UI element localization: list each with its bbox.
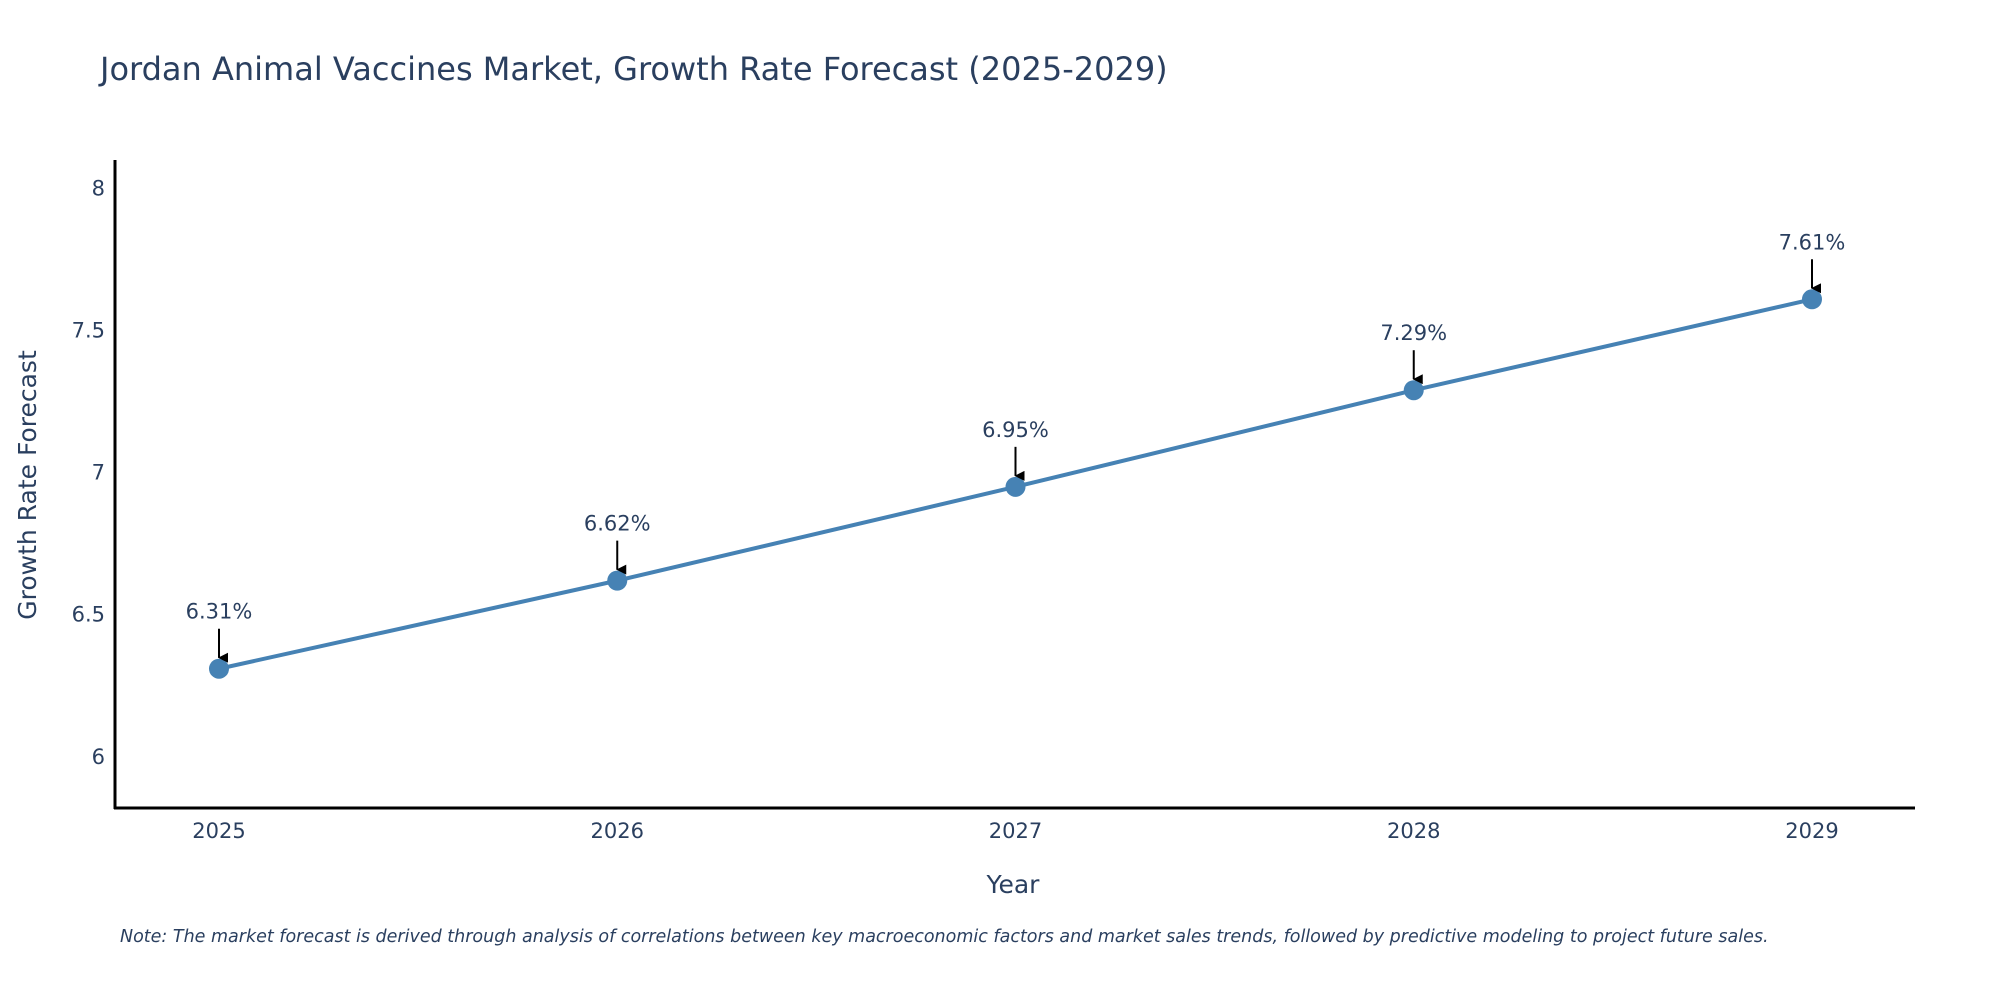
x-tick-label: 2029: [1785, 819, 1838, 843]
y-tick-label: 6.5: [72, 603, 105, 627]
x-tick-label: 2027: [989, 819, 1042, 843]
data-annotations: 6.31% 6.62% 6.95% 7.29% 7.61%: [186, 230, 1846, 663]
y-tick-label: 8: [92, 176, 105, 200]
data-label: 6.31%: [186, 600, 253, 624]
x-tick-label: 2026: [591, 819, 644, 843]
y-axis: 6 6.5 7 7.5 8: [72, 160, 117, 809]
y-axis-title: Growth Rate Forecast: [13, 350, 42, 620]
chart-title: Jordan Animal Vaccines Market, Growth Ra…: [98, 50, 1168, 88]
data-point: [607, 570, 628, 591]
data-label: 6.62%: [584, 512, 651, 536]
data-label: 7.29%: [1380, 321, 1447, 345]
data-label: 7.61%: [1779, 230, 1846, 254]
x-axis-title: Year: [986, 870, 1041, 899]
y-tick-label: 7: [92, 461, 105, 485]
y-tick-label: 7.5: [72, 319, 105, 343]
data-point: [209, 658, 229, 679]
x-axis: 2025 2026 2027 2028 2029: [114, 806, 1915, 843]
data-point: [1005, 476, 1026, 497]
data-label: 6.95%: [982, 418, 1049, 442]
x-tick-label: 2025: [192, 819, 245, 843]
x-tick-label: 2028: [1387, 819, 1440, 843]
y-tick-label: 6: [92, 745, 105, 769]
data-point: [1403, 380, 1424, 401]
footnote: Note: The market forecast is derived thr…: [120, 927, 1769, 947]
data-point: [1802, 289, 1822, 310]
series-growth-rate: [209, 289, 1822, 679]
